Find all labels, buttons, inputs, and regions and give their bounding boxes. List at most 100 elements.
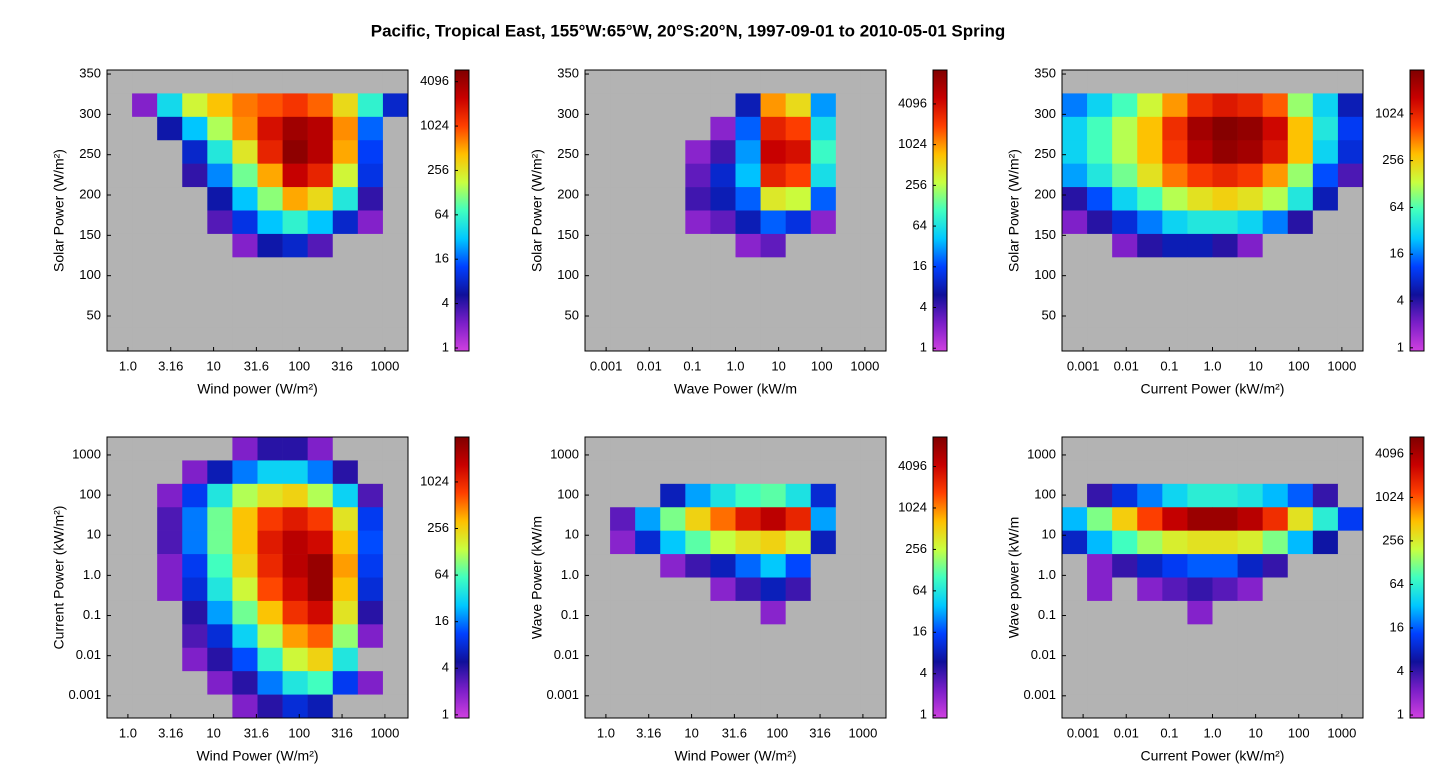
- y-tick-label: 350: [79, 65, 101, 80]
- heat-cell: [635, 210, 661, 235]
- heat-cell: [257, 93, 283, 118]
- y-tick-label: 150: [1034, 227, 1056, 242]
- heat-cell: [232, 233, 258, 258]
- heat-cell: [735, 140, 761, 164]
- heat-cell: [1062, 694, 1088, 719]
- heat-cell: [1337, 577, 1364, 602]
- heat-cell: [585, 671, 611, 695]
- heat-cell: [1262, 304, 1289, 328]
- heat-cell: [1187, 647, 1213, 672]
- heat-cell: [635, 530, 661, 555]
- heat-cell: [1187, 694, 1213, 719]
- heat-cell: [382, 624, 409, 649]
- heat-cell: [1312, 304, 1339, 328]
- heat-cell: [132, 624, 158, 649]
- heat-cell: [685, 187, 711, 211]
- heat-cell: [710, 140, 736, 164]
- heat-cell: [735, 93, 761, 118]
- heat-cell: [357, 647, 384, 672]
- heat-cell: [357, 163, 384, 188]
- heat-cell: [1087, 647, 1113, 672]
- colorbar-tick-label: 16: [1390, 246, 1404, 261]
- heat-cell: [107, 460, 133, 485]
- heat-cell: [660, 93, 686, 118]
- heat-cell: [132, 93, 158, 118]
- heat-cell: [635, 483, 661, 508]
- y-tick-label: 0.01: [1031, 647, 1056, 662]
- heat-cell: [810, 671, 837, 695]
- y-tick-label: 150: [79, 227, 101, 242]
- heat-cell: [232, 257, 258, 282]
- heat-cell: [1187, 460, 1213, 485]
- heat-cell: [1312, 70, 1339, 94]
- heat-cell: [1112, 116, 1138, 141]
- heat-cell: [232, 327, 258, 352]
- heat-cell: [282, 437, 308, 461]
- heat-cell: [332, 257, 359, 282]
- heat-cell: [610, 140, 636, 164]
- heat-cell: [382, 187, 409, 211]
- heat-cell: [710, 624, 736, 649]
- plot-frame: [106, 436, 409, 719]
- heat-cell: [157, 483, 183, 508]
- heat-cell: [1062, 600, 1088, 625]
- heat-cell: [1062, 483, 1088, 508]
- heat-cell: [1337, 187, 1364, 211]
- heat-cell: [785, 671, 812, 695]
- colorbar-tick-label: 256: [1382, 532, 1404, 547]
- heat-cell: [382, 233, 409, 258]
- heat-cell: [1287, 530, 1314, 555]
- heat-cell: [1062, 210, 1088, 235]
- heat-cell: [760, 187, 786, 211]
- heat-cell: [635, 140, 661, 164]
- heat-cell: [610, 577, 636, 602]
- heat-cell: [282, 257, 308, 282]
- heat-cell: [1062, 233, 1088, 258]
- heat-cell: [1312, 437, 1339, 461]
- heat-cell: [710, 507, 736, 531]
- heat-cell: [710, 70, 736, 94]
- heat-cell: [860, 140, 887, 164]
- x-axis-label: Wave Power (kW/m: [674, 381, 797, 397]
- heat-cell: [1187, 600, 1213, 625]
- heat-cell: [232, 647, 258, 672]
- colorbar: [932, 69, 948, 352]
- colorbar: [932, 436, 948, 719]
- x-tick-label: 31.6: [722, 725, 747, 740]
- heat-cell: [785, 507, 812, 531]
- heat-cell: [357, 233, 384, 258]
- y-tick-label: 0.01: [554, 647, 579, 662]
- heat-cell: [1262, 70, 1289, 94]
- heat-cell: [207, 327, 233, 352]
- heat-cell: [332, 187, 359, 211]
- heat-cell: [810, 530, 837, 555]
- heat-cell: [357, 93, 384, 118]
- heat-cell: [1212, 70, 1238, 94]
- heat-cell: [710, 694, 736, 719]
- heat-cell: [785, 304, 812, 328]
- y-tick-label: 250: [557, 146, 579, 161]
- heat-cell: [1262, 116, 1289, 141]
- heat-cell: [1062, 93, 1088, 118]
- heat-cell: [207, 671, 233, 695]
- heat-cell: [610, 93, 636, 118]
- heat-cell: [382, 93, 409, 118]
- heat-cell: [107, 327, 133, 352]
- heat-cell: [1287, 483, 1314, 508]
- heat-cell: [107, 304, 133, 328]
- y-axis-label: Current Power (kW/m²): [51, 506, 67, 650]
- heat-cell: [282, 163, 308, 188]
- heat-cell: [1187, 210, 1213, 235]
- heat-cell: [685, 93, 711, 118]
- heat-cell: [257, 671, 283, 695]
- heat-cell: [585, 647, 611, 672]
- x-tick-label: 10: [206, 358, 220, 373]
- heat-cell: [257, 530, 283, 555]
- heat-cell: [1237, 70, 1263, 94]
- heat-cell: [357, 327, 384, 352]
- heat-cell: [685, 671, 711, 695]
- heat-cell: [810, 116, 837, 141]
- heat-cell: [107, 116, 133, 141]
- heat-cell: [332, 70, 359, 94]
- heat-cell: [282, 577, 308, 602]
